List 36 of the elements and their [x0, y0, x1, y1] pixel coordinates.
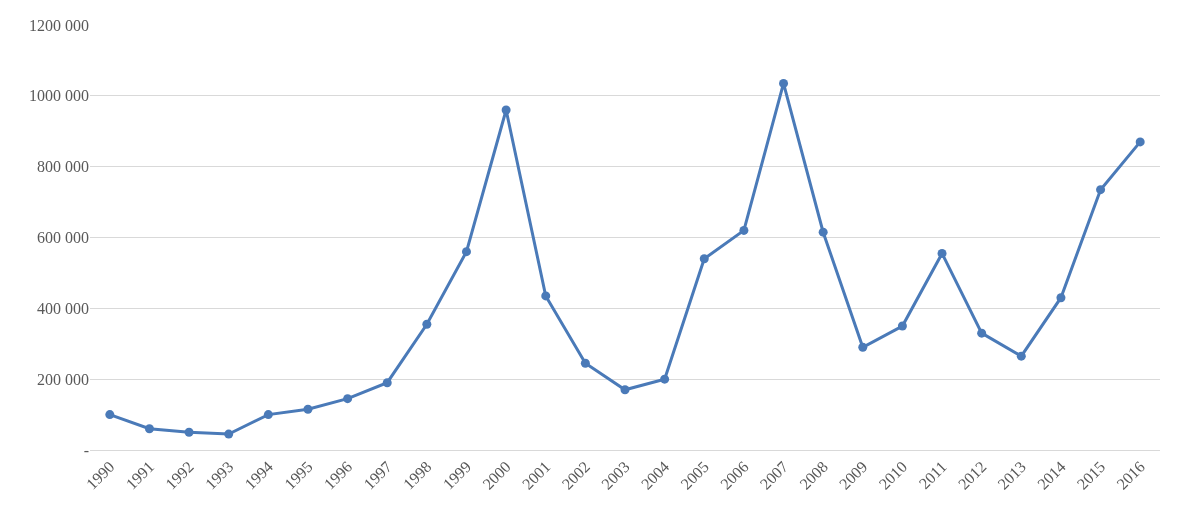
y-tick-label: -: [83, 441, 89, 459]
point: [1096, 185, 1106, 195]
point: [977, 328, 987, 338]
y-tick-label: 600 000: [37, 229, 89, 247]
point: [858, 342, 868, 352]
point: [1135, 137, 1145, 147]
point: [461, 247, 471, 257]
y-tick-label: 200 000: [37, 370, 89, 388]
y-tick-label: 400 000: [37, 299, 89, 317]
point: [739, 225, 749, 235]
point: [541, 291, 551, 301]
point: [224, 429, 234, 439]
y-tick-label: 1000 000: [29, 87, 89, 105]
point: [303, 404, 313, 414]
x-tick-label: 2011: [915, 457, 950, 493]
point: [184, 427, 194, 437]
y-tick-label: 1200 000: [29, 16, 89, 34]
point: [422, 319, 432, 329]
point: [1016, 351, 1026, 361]
point: [501, 105, 511, 115]
point: [382, 378, 392, 388]
point: [779, 78, 789, 88]
point: [1056, 293, 1066, 303]
point: [699, 254, 709, 264]
point: [343, 394, 353, 404]
point: [660, 374, 670, 384]
point: [937, 248, 947, 258]
x-tick-label: 1992: [162, 457, 197, 493]
point: [818, 227, 828, 237]
y-tick-label: 800 000: [37, 158, 89, 176]
point: [897, 321, 907, 331]
point: [263, 410, 273, 420]
point: [144, 424, 154, 434]
point: [580, 358, 590, 368]
point: [105, 410, 115, 420]
point: [620, 385, 630, 395]
